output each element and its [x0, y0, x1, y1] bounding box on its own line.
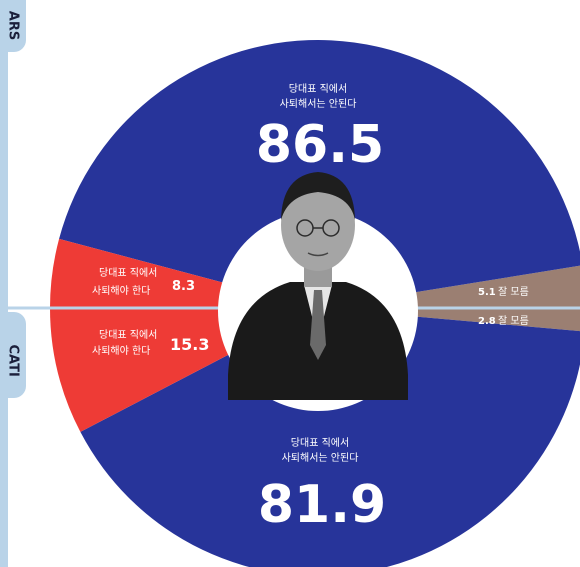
portrait-photo — [228, 172, 408, 400]
label-ars-yes-line1: 당대표 직에서 — [99, 267, 157, 279]
cati-tab: CATI — [0, 312, 26, 398]
label-ars-no-value: 86.5 — [256, 115, 384, 175]
label-ars-yes: 당대표 직에서 사퇴해야 한다 8.3 — [92, 267, 195, 297]
label-cati-yes-line2: 사퇴해야 한다 — [92, 344, 150, 357]
ars-tab: ARS — [0, 0, 26, 52]
label-cati-yes: 당대표 직에서 사퇴해야 한다 15.3 — [92, 329, 209, 357]
label-ars-yes-line2: 사퇴해야 한다 — [92, 284, 150, 297]
label-ars-no: 당대표 직에서 사퇴해서는 안된다 86.5 — [256, 83, 384, 175]
label-ars-dk: 5.1 잘 모름 — [478, 286, 529, 298]
label-ars-dk-text: 잘 모름 — [498, 286, 529, 298]
label-ars-dk-value: 5.1 — [478, 287, 496, 298]
label-cati-no: 당대표 직에서 사퇴해서는 안된다 81.9 — [258, 437, 386, 535]
label-cati-dk: 2.8 잘 모름 — [478, 315, 529, 327]
label-cati-no-line2: 사퇴해서는 안된다 — [282, 451, 359, 464]
label-cati-no-line1: 당대표 직에서 — [291, 437, 349, 449]
label-ars-no-line1: 당대표 직에서 — [289, 83, 347, 95]
label-cati-yes-value: 15.3 — [170, 335, 209, 354]
label-cati-dk-value: 2.8 — [478, 316, 496, 327]
label-ars-yes-value: 8.3 — [172, 279, 195, 294]
label-cati-no-value: 81.9 — [258, 475, 386, 535]
label-ars-no-line2: 사퇴해서는 안된다 — [280, 97, 357, 110]
label-cati-dk-text: 잘 모름 — [498, 315, 529, 327]
label-cati-yes-line1: 당대표 직에서 — [99, 329, 157, 341]
cati-slice-no — [80, 308, 580, 567]
